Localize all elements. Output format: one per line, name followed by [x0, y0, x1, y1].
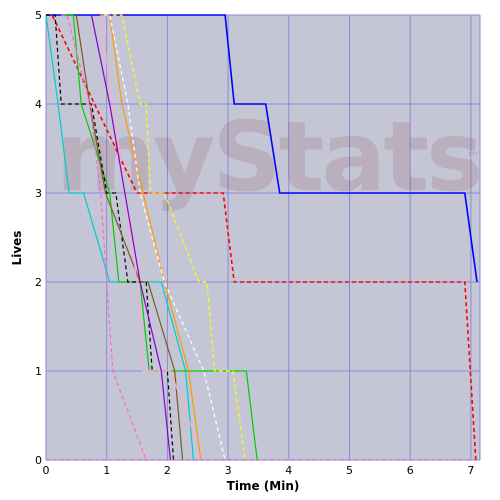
y-tick-label: 2	[35, 276, 42, 289]
plot-area	[46, 15, 480, 460]
x-tick-label: 0	[43, 464, 50, 477]
x-tick-label: 1	[103, 464, 110, 477]
series-line-1	[46, 14, 478, 283]
series-line-9	[90, 14, 171, 461]
series-line-10	[100, 14, 202, 461]
y-tick-label: 0	[35, 454, 42, 467]
y-axis-label: Lives	[10, 231, 24, 266]
x-tick-label: 7	[467, 464, 474, 477]
x-tick-label: 6	[407, 464, 414, 477]
x-axis-label: Time (Min)	[227, 479, 300, 493]
y-tick-label: 1	[35, 365, 42, 378]
series-line-7	[61, 14, 147, 461]
watermark-trademark: ™	[466, 150, 480, 166]
x-axis-tick-labels: 0 1 2 3 4 5 6 7	[43, 464, 475, 477]
watermark: myStats ™	[56, 101, 483, 213]
series-line-8	[100, 14, 205, 461]
series-line-12	[112, 14, 246, 461]
y-axis-tick-labels: 0 1 2 3 4 5	[35, 9, 42, 467]
series-line-2	[46, 14, 477, 461]
x-tick-label: 5	[346, 464, 353, 477]
x-tick-label: 4	[285, 464, 292, 477]
watermark-text: myStats	[56, 101, 480, 213]
y-tick-label: 3	[35, 187, 42, 200]
y-tick-label: 5	[35, 9, 42, 22]
x-tick-label: 3	[225, 464, 232, 477]
series-line-3	[45, 14, 195, 461]
y-tick-label: 4	[35, 98, 42, 111]
series-lines	[45, 14, 478, 461]
x-tick-label: 2	[164, 464, 171, 477]
